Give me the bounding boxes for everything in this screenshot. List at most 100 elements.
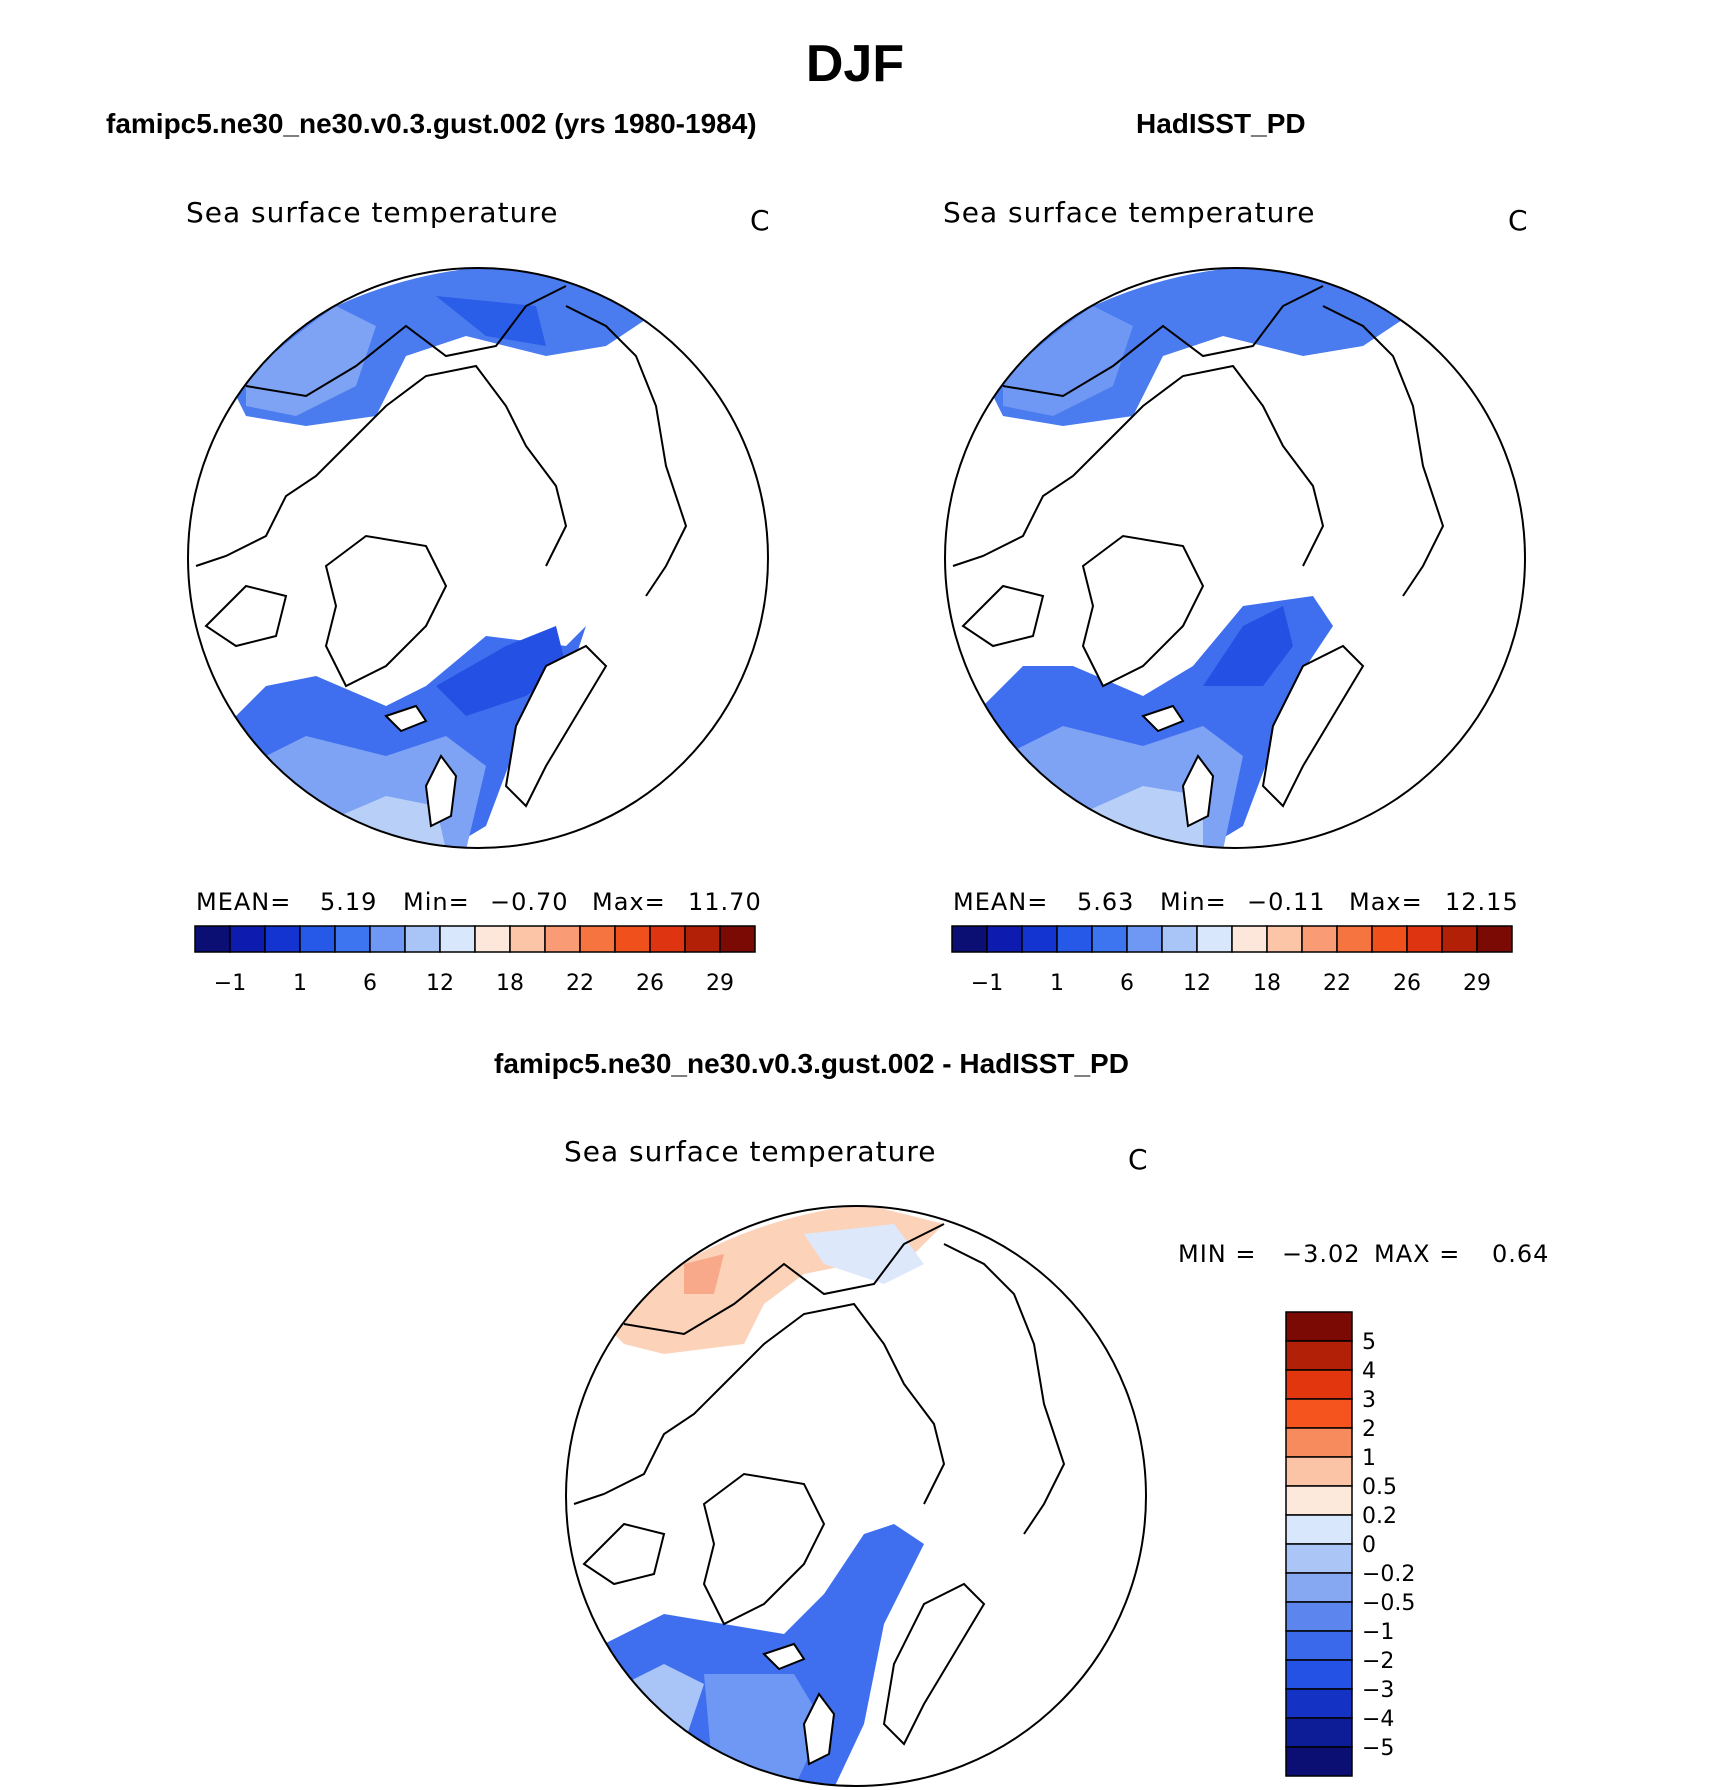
colorbar-swatch bbox=[1285, 1456, 1353, 1487]
land-scandinavia bbox=[882, 1582, 986, 1746]
ocean-pacific-dark bbox=[436, 296, 546, 346]
colorbar-swatch bbox=[1161, 925, 1198, 953]
colorbar-swatch bbox=[194, 925, 231, 953]
min-value: −3.02 bbox=[1282, 1240, 1361, 1268]
diff-pacific-cool bbox=[804, 1224, 924, 1284]
colorbar-swatch bbox=[1285, 1427, 1353, 1458]
colorbar-tick-label: −1 bbox=[214, 971, 246, 996]
colorbar-swatch bbox=[1091, 925, 1128, 953]
ocean-norwegian bbox=[436, 626, 566, 716]
colorbar-tick-label: 22 bbox=[1323, 971, 1351, 996]
colorbar-swatch bbox=[1285, 1369, 1353, 1400]
colorbar-tick-label: −1 bbox=[971, 971, 1003, 996]
colorbar-swatch bbox=[719, 925, 756, 953]
colorbar-tick-label: 18 bbox=[1253, 971, 1281, 996]
coastline-canada bbox=[195, 364, 568, 567]
colorbar-swatch bbox=[1301, 925, 1338, 953]
mean-label: MEAN= bbox=[953, 888, 1049, 916]
colorbar-swatch bbox=[986, 925, 1023, 953]
max-value: 12.15 bbox=[1445, 888, 1519, 916]
colorbar-swatch bbox=[1371, 925, 1408, 953]
figure-title: DJF bbox=[805, 35, 905, 93]
colorbar-swatch bbox=[649, 925, 686, 953]
map-boundary bbox=[944, 267, 1526, 849]
max-label: MAX = bbox=[1374, 1240, 1461, 1268]
colorbar-swatch bbox=[1021, 925, 1058, 953]
land-iceland bbox=[762, 1642, 806, 1671]
min-value: −0.70 bbox=[490, 888, 569, 916]
land-hudson-bay bbox=[961, 584, 1045, 648]
colorbar-tick-label: 12 bbox=[1183, 971, 1211, 996]
coastline-siberia bbox=[1322, 305, 1445, 597]
land-greenland bbox=[1081, 534, 1205, 688]
coastline-north bbox=[1002, 285, 1324, 398]
colorbar-tick-label: −2 bbox=[1362, 1649, 1394, 1674]
colorbar-tick-label: 0.5 bbox=[1362, 1475, 1397, 1500]
colorbar-swatch bbox=[509, 925, 546, 953]
mean-label: MEAN= bbox=[196, 888, 292, 916]
colorbar-swatch bbox=[299, 925, 336, 953]
mean-value: 5.63 bbox=[1077, 888, 1135, 916]
colorbar-tick-label: 26 bbox=[1393, 971, 1421, 996]
land-hudson-bay bbox=[204, 584, 288, 648]
colorbar-tick-label: −0.5 bbox=[1362, 1591, 1415, 1616]
colorbar-tick-label: −3 bbox=[1362, 1678, 1394, 1703]
colorbar-swatch bbox=[1336, 925, 1373, 953]
colorbar-swatch bbox=[1285, 1688, 1353, 1719]
panel-1-units: C bbox=[750, 204, 771, 237]
coastline-siberia bbox=[565, 305, 688, 597]
colorbar-swatch bbox=[1285, 1311, 1353, 1342]
land-hudson-bay bbox=[582, 1522, 666, 1586]
colorbar-swatch bbox=[951, 925, 988, 953]
colorbar-tick-label: 0 bbox=[1362, 1533, 1376, 1558]
ocean-norwegian bbox=[1203, 606, 1293, 686]
colorbar-tick-label: 29 bbox=[1463, 971, 1491, 996]
land-britain bbox=[1181, 754, 1215, 828]
colorbar-tick-label: 0.2 bbox=[1362, 1504, 1397, 1529]
colorbar-tick-label: −4 bbox=[1362, 1707, 1394, 1732]
colorbar-swatch bbox=[1285, 1659, 1353, 1690]
colorbar-tick-label: −5 bbox=[1362, 1736, 1394, 1761]
difference-variable: Sea surface temperature bbox=[564, 1135, 937, 1168]
colorbar-swatch bbox=[1476, 925, 1513, 953]
coastline-north bbox=[245, 285, 567, 398]
colorbar-tick-label: 5 bbox=[1362, 1330, 1376, 1355]
max-value: 11.70 bbox=[688, 888, 762, 916]
colorbar-tick-label: 1 bbox=[1362, 1446, 1376, 1471]
panel-1-colorbar: −1 1 6 12 18 22 26 29 bbox=[194, 925, 756, 996]
colorbar-tick-label: 6 bbox=[363, 971, 377, 996]
colorbar-tick-label: 1 bbox=[1050, 971, 1064, 996]
colorbar-swatch bbox=[1285, 1717, 1353, 1748]
mean-value: 5.19 bbox=[320, 888, 378, 916]
colorbar-swatch bbox=[1285, 1543, 1353, 1574]
difference-header: famipc5.ne30_ne30.v0.3.gust.002 - HadISS… bbox=[494, 1048, 1129, 1079]
coastline-canada bbox=[952, 364, 1325, 567]
panel-1-header: famipc5.ne30_ne30.v0.3.gust.002 (yrs 198… bbox=[106, 108, 757, 139]
colorbar-swatch bbox=[544, 925, 581, 953]
land-greenland bbox=[702, 1472, 826, 1626]
difference-colorbar: 5 4 3 2 1 0.5 0.2 0 −0.2 −0.5 −1 −2 −3 −4 −5 bbox=[1285, 1311, 1415, 1777]
colorbar-tick-label: −0.2 bbox=[1362, 1562, 1415, 1587]
colorbar-tick-label: 18 bbox=[496, 971, 524, 996]
colorbar-tick-label: 12 bbox=[426, 971, 454, 996]
max-label: Max= bbox=[1349, 888, 1423, 916]
ocean-pacific-inner bbox=[1003, 306, 1133, 416]
panel-2-colorbar: −1 1 6 12 18 22 26 29 bbox=[951, 925, 1513, 996]
difference-units: C bbox=[1128, 1143, 1149, 1176]
panel-2-map bbox=[944, 267, 1526, 849]
colorbar-tick-label: 29 bbox=[706, 971, 734, 996]
colorbar-swatch bbox=[1231, 925, 1268, 953]
land-greenland bbox=[324, 534, 448, 688]
colorbar-swatch bbox=[684, 925, 721, 953]
colorbar-swatch bbox=[404, 925, 441, 953]
colorbar-swatch bbox=[1285, 1340, 1353, 1371]
land-iceland bbox=[384, 704, 428, 733]
colorbar-swatch bbox=[1285, 1514, 1353, 1545]
coastline-siberia bbox=[943, 1243, 1066, 1535]
colorbar-swatch bbox=[1441, 925, 1478, 953]
colorbar-tick-label: 1 bbox=[293, 971, 307, 996]
colorbar-swatch bbox=[1285, 1572, 1353, 1603]
max-label: Max= bbox=[592, 888, 666, 916]
coastline-canada bbox=[573, 1302, 946, 1505]
colorbar-tick-label: 22 bbox=[566, 971, 594, 996]
